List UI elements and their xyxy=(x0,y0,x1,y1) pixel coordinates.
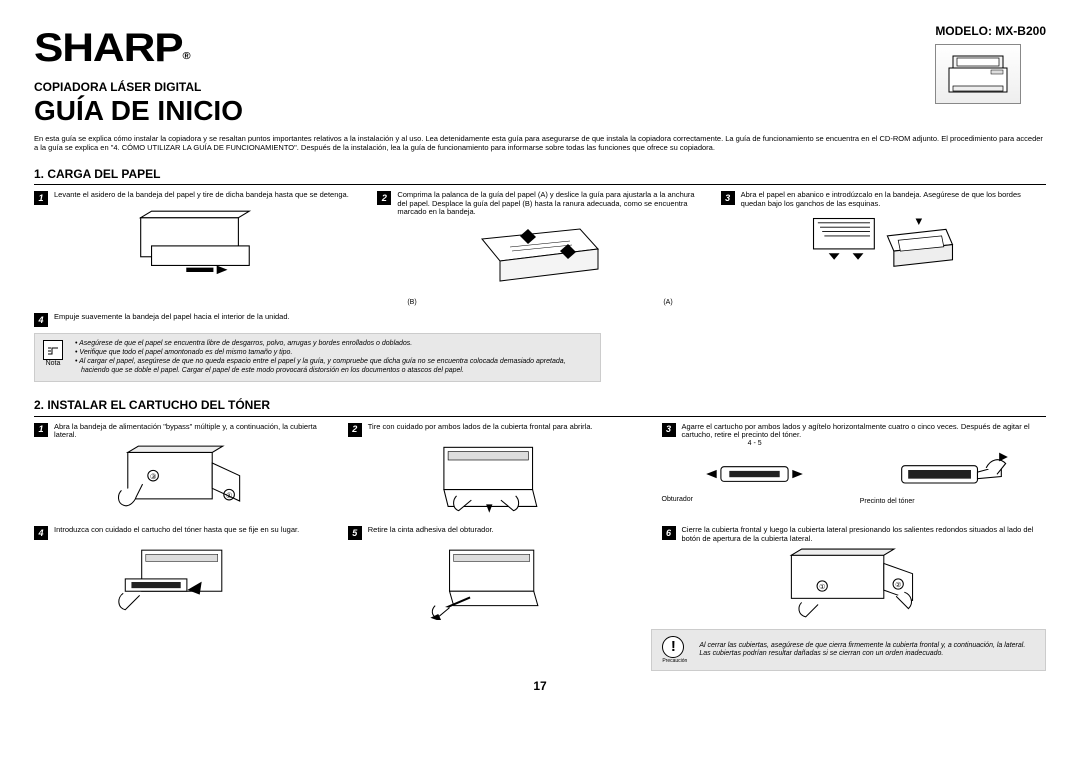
caution-icon: ! xyxy=(662,636,684,658)
s1-step2-text: Comprima la palanca de la guía del papel… xyxy=(397,191,702,217)
svg-text:③: ③ xyxy=(150,472,157,481)
s1-step2: 2 Comprima la palanca de la guía del pap… xyxy=(377,191,702,307)
note-text: • Asegúrese de que el papel se encuentra… xyxy=(73,340,592,375)
step-number-icon: 1 xyxy=(34,191,48,205)
caution-label: Precaución xyxy=(662,658,687,664)
step-number-icon: 2 xyxy=(377,191,391,205)
s2-step3-seal-illustration xyxy=(860,444,1046,496)
step-number-icon: 6 xyxy=(662,526,676,540)
section2-row2: 4 Introduzca con cuidado el cartucho del… xyxy=(34,526,1046,623)
brand-logo: SHARP® xyxy=(34,24,264,72)
s1-label-b: (B) xyxy=(407,299,416,307)
svg-text:②: ② xyxy=(895,581,901,589)
caution-box: ! Precaución Al cerrar las cubiertas, as… xyxy=(651,629,1046,671)
note-icon-wrap: Nota xyxy=(43,340,63,368)
page-number: 17 xyxy=(34,679,1046,693)
document-title: GUÍA DE INICIO xyxy=(34,94,243,128)
s2-step3-text: Agarre el cartucho por ambos lados y agí… xyxy=(682,423,1046,440)
step-number-icon: 3 xyxy=(721,191,735,205)
s2-step1-text: Abra la bandeja de alimentación "bypass"… xyxy=(54,423,330,440)
s2-step2-text: Tire con cuidado por ambos lados de la c… xyxy=(368,423,593,432)
s2-step1-illustration: ③ ① xyxy=(34,444,330,520)
note-icon xyxy=(43,340,63,360)
s2-step4-illustration xyxy=(34,544,330,620)
svg-text:①: ① xyxy=(226,491,233,500)
step-number-icon: 2 xyxy=(348,423,362,437)
s2-step3-shake-illustration xyxy=(662,452,848,494)
s2-step5: 5 Retire la cinta adhesiva del obturador… xyxy=(348,526,644,623)
step-number-icon: 3 xyxy=(662,423,676,437)
section1-row1: 1 Levante el asidero de la bandeja del p… xyxy=(34,191,1046,307)
shake-count-label: 4 - 5 xyxy=(662,440,848,448)
s1-step3: 3 Abra el papel en abanico e introdúzcal… xyxy=(721,191,1046,307)
precinto-label: Precinto del tóner xyxy=(860,498,1046,506)
logo-text: SHARP xyxy=(34,26,183,70)
header-left: SHARP® COPIADORA LÁSER DIGITAL GUÍA DE I… xyxy=(34,24,243,128)
s1-step4: 4 Empuje suavemente la bandeja del papel… xyxy=(34,313,1046,327)
logo-registered: ® xyxy=(183,51,190,62)
s1-step3-text: Abra el papel en abanico e introdúzcalo … xyxy=(741,191,1046,208)
step-number-icon: 5 xyxy=(348,526,362,540)
step-number-icon: 4 xyxy=(34,526,48,540)
s2-step1: 1 Abra la bandeja de alimentación "bypas… xyxy=(34,423,330,520)
s2-step6-text: Cierre la cubierta frontal y luego la cu… xyxy=(682,526,1046,543)
s2-step4-text: Introduzca con cuidado el cartucho del t… xyxy=(54,526,299,535)
note-box: Nota • Asegúrese de que el papel se encu… xyxy=(34,333,601,382)
s2-step6: 6 Cierre la cubierta frontal y luego la … xyxy=(662,526,1046,623)
section1-title: 1. CARGA DEL PAPEL xyxy=(34,167,1046,185)
note-bullet: • Verifique que todo el papel amontonado… xyxy=(73,349,592,358)
note-bullet: • Asegúrese de que el papel se encuentra… xyxy=(73,340,592,349)
s1-step4-text: Empuje suavemente la bandeja del papel h… xyxy=(54,313,290,322)
model-label: MODELO: MX-B200 xyxy=(935,24,1046,38)
section2-title: 2. INSTALAR EL CARTUCHO DEL TÓNER xyxy=(34,398,1046,416)
s2-step4: 4 Introduzca con cuidado el cartucho del… xyxy=(34,526,330,623)
caution-icon-wrap: ! Precaución xyxy=(662,636,687,664)
s2-step5-text: Retire la cinta adhesiva del obturador. xyxy=(368,526,494,535)
s1-step1: 1 Levante el asidero de la bandeja del p… xyxy=(34,191,359,307)
product-subtitle: COPIADORA LÁSER DIGITAL xyxy=(34,80,243,94)
printer-illustration xyxy=(935,44,1021,104)
s1-step1-illustration xyxy=(34,209,359,285)
s2-step5-illustration xyxy=(348,544,644,620)
s2-step6-illustration: ① ② xyxy=(662,547,1046,623)
step-number-icon: 1 xyxy=(34,423,48,437)
step-number-icon: 4 xyxy=(34,313,48,327)
intro-paragraph: En esta guía se explica cómo instalar la… xyxy=(34,134,1046,153)
s1-step3-illustration xyxy=(721,212,1046,288)
header: SHARP® COPIADORA LÁSER DIGITAL GUÍA DE I… xyxy=(34,24,1046,128)
s2-step2-illustration xyxy=(348,441,644,517)
caution-text: Al cerrar las cubiertas, asegúrese de qu… xyxy=(699,642,1035,660)
s1-step1-text: Levante el asidero de la bandeja del pap… xyxy=(54,191,349,200)
note-label: Nota xyxy=(43,360,63,368)
obturador-label: Obturador xyxy=(662,496,848,504)
s1-step2-illustration xyxy=(377,221,702,297)
note-bullet: • Al cargar el papel, asegúrese de que n… xyxy=(73,358,592,376)
svg-text:①: ① xyxy=(819,583,825,591)
header-right: MODELO: MX-B200 xyxy=(935,24,1046,104)
s2-step2: 2 Tire con cuidado por ambos lados de la… xyxy=(348,423,644,520)
s1-label-a: (A) xyxy=(663,299,672,307)
s2-step3: 3 Agarre el cartucho por ambos lados y a… xyxy=(662,423,1046,520)
section2-row1: 1 Abra la bandeja de alimentación "bypas… xyxy=(34,423,1046,520)
